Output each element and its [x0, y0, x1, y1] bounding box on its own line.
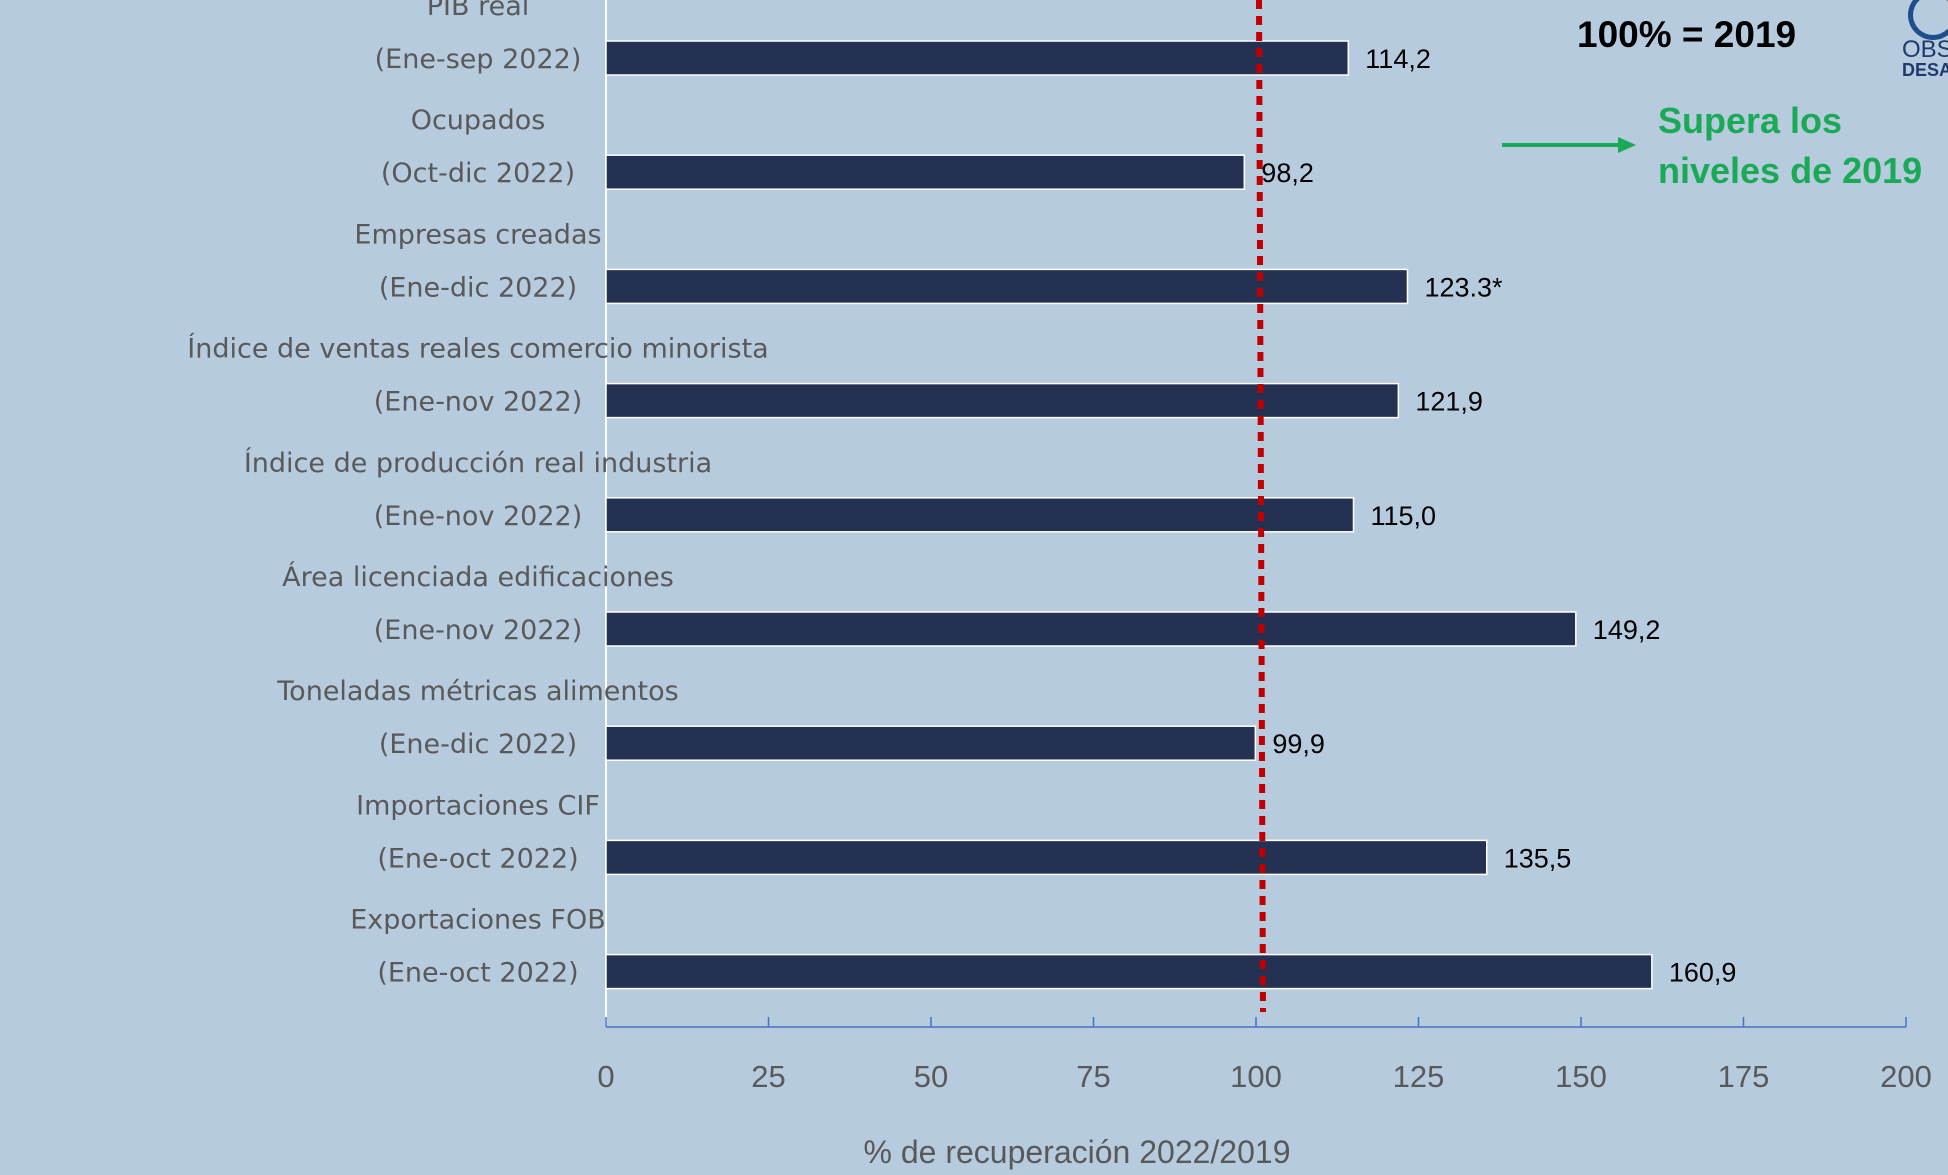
logo-text-2: DESA	[1902, 60, 1948, 80]
x-tick-label-6: 150	[1555, 1059, 1607, 1094]
bar-0	[605, 40, 1350, 76]
category-label-0-line-2: (Ene-sep 2022)	[375, 44, 582, 75]
reference-note: 100% = 2019	[1577, 14, 1797, 55]
logo: OBS DESA	[1900, 0, 1948, 90]
category-label-8-line-1: Exportaciones FOB	[350, 905, 605, 936]
value-label-5: 149,2	[1593, 615, 1661, 645]
x-axis-title: % de recuperación 2022/2019	[864, 1134, 1291, 1170]
green-arrow-icon	[1502, 137, 1636, 153]
category-label-7-line-1: Importaciones CIF	[356, 790, 600, 821]
category-label-5-line-2: (Ene-nov 2022)	[374, 615, 583, 646]
x-tick-label-7: 175	[1718, 1059, 1770, 1094]
category-label-4-line-1: Índice de producción real industria	[244, 447, 712, 479]
x-tick-label-4: 100	[1230, 1059, 1282, 1094]
value-label-7: 135,5	[1504, 843, 1572, 873]
value-label-6: 99,9	[1272, 729, 1325, 759]
value-label-8: 160,9	[1669, 958, 1737, 988]
category-label-4-line-2: (Ene-nov 2022)	[374, 501, 583, 532]
value-label-0: 114,2	[1365, 44, 1431, 74]
bar-2	[605, 268, 1409, 305]
x-tick-label-5: 125	[1393, 1059, 1445, 1094]
bar-3	[605, 382, 1400, 419]
reference-line	[1256, 0, 1266, 1013]
value-label-2: 123.3*	[1424, 272, 1503, 302]
category-label-5-line-1: Área licenciada edificaciones	[282, 561, 674, 593]
category-label-3-line-2: (Ene-nov 2022)	[374, 387, 583, 418]
x-tick-label-3: 75	[1076, 1059, 1110, 1094]
bar-7	[605, 839, 1488, 876]
x-tick-label-2: 50	[914, 1059, 948, 1094]
category-label-0-line-1: PIB real	[427, 0, 530, 22]
logo-text-1: OBS	[1902, 36, 1948, 63]
bar-8	[605, 953, 1653, 990]
category-label-2-line-2: (Ene-dic 2022)	[379, 272, 577, 303]
exceed-note-line-1: Supera los	[1658, 100, 1843, 141]
category-label-1-line-1: Ocupados	[411, 105, 546, 136]
x-tick-label-8: 200	[1880, 1059, 1932, 1094]
category-label-6-line-2: (Ene-dic 2022)	[379, 729, 577, 760]
category-label-2-line-1: Empresas creadas	[354, 219, 601, 250]
category-label-1-line-2: (Oct-dic 2022)	[381, 158, 575, 189]
value-label-1: 98,2	[1261, 158, 1314, 188]
bar-6	[605, 725, 1257, 761]
category-label-8-line-2: (Ene-oct 2022)	[377, 958, 578, 989]
category-label-6-line-1: Toneladas métricas alimentos	[276, 676, 678, 707]
exceed-note-line-2: niveles de 2019	[1658, 150, 1923, 191]
value-label-3: 121,9	[1415, 387, 1483, 417]
category-label-7-line-2: (Ene-oct 2022)	[377, 843, 578, 874]
bar-1	[605, 154, 1246, 190]
x-tick-label-0: 0	[597, 1059, 614, 1094]
bar-5	[605, 611, 1577, 647]
logo-mark-icon	[1908, 0, 1948, 40]
value-label-4: 115,0	[1371, 501, 1437, 531]
exceed-note: Supera los niveles de 2019	[1658, 96, 1948, 196]
category-label-3-line-1: Índice de ventas reales comercio minoris…	[187, 333, 768, 365]
bar-4	[605, 497, 1355, 533]
x-tick-label-1: 25	[751, 1059, 785, 1094]
